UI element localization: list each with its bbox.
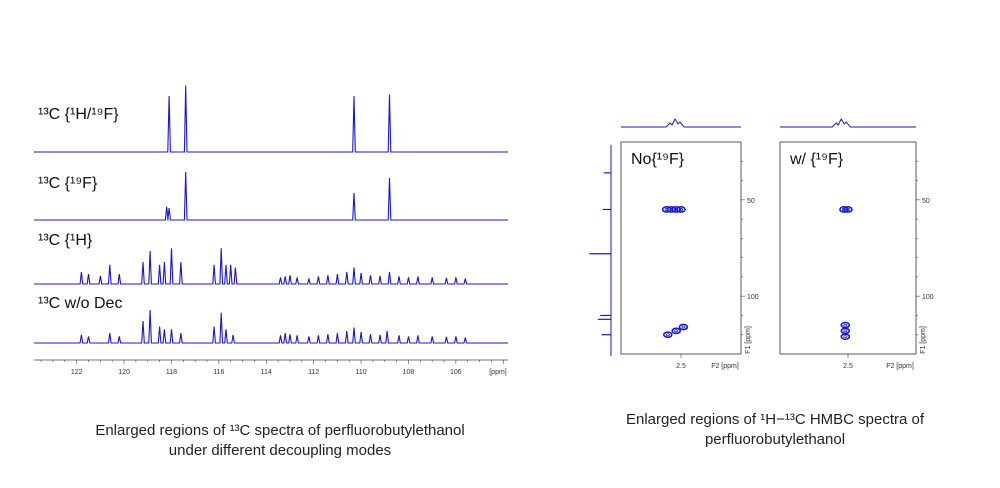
spectrum-label: ¹³C {¹⁹F} (38, 175, 98, 192)
right-caption: Enlarged regions of ¹H−¹³C HMBC spectra … (560, 410, 990, 450)
f1-axis-label: F1 [ppm] (745, 326, 752, 354)
f2-projection (621, 117, 741, 128)
x-tick-label: 118 (166, 369, 177, 376)
spectrum-trace (34, 85, 508, 153)
cross-peak-inner (841, 208, 846, 211)
carbon-spectra-panel: ¹³C {¹H/¹⁹F} ¹³C {¹⁹F} ¹³C {¹H} ¹³C w/o Dec (34, 85, 508, 344)
cross-peak-inner (674, 329, 679, 333)
cross-peak (840, 321, 851, 329)
f1-tick-label: 100 (922, 294, 934, 301)
cross-peak-inner (681, 325, 686, 329)
x-tick-label: 120 (118, 369, 130, 376)
x-tick-label: 110 (355, 369, 366, 376)
cross-peak (843, 206, 853, 213)
cross-peak-inner (843, 335, 848, 339)
f2-axis-label: F2 [ppm] (711, 363, 739, 370)
f1-tick-label: 50 (747, 198, 755, 205)
cross-peak (661, 206, 672, 213)
right-caption-line2: perfluorobutylethanol (704, 431, 846, 448)
cross-peak (662, 331, 673, 339)
panel-label: w/ {¹⁹F} (789, 151, 844, 168)
f2-axis-label: F2 [ppm] (886, 363, 914, 370)
cross-peak-inner (665, 333, 670, 337)
spectrum-trace (34, 248, 508, 285)
x-tick-label: 106 (450, 369, 462, 376)
hmbc-panel: 50 100 F1 [ppm] 2.5 F2 [ppm] w/ {¹⁹F} (779, 117, 934, 370)
cross-peak (671, 206, 682, 213)
cross-peak (840, 333, 851, 341)
cross-peak (666, 206, 677, 213)
f1-tick-label: 50 (922, 198, 930, 205)
cross-peak (840, 327, 851, 335)
left-caption-line1: Enlarged regions of ¹³C spectra of perfl… (95, 422, 465, 439)
cross-peak-inner (664, 208, 669, 211)
left-caption: Enlarged regions of ¹³C spectra of perfl… (20, 421, 540, 461)
f1-tick-label: 100 (747, 294, 759, 301)
cross-peak-inner (843, 329, 848, 333)
f2-tick-label: 2.5 (843, 363, 853, 370)
left-caption-line2: under different decoupling modes (168, 442, 392, 459)
cross-peak (678, 323, 689, 331)
spectrum-label: ¹³C {¹H} (38, 232, 93, 249)
x-tick-label: 108 (403, 369, 415, 376)
f2-tick-label: 2.5 (676, 363, 686, 370)
spectrum-trace (34, 309, 508, 344)
cross-peak-inner (843, 323, 848, 327)
ppm-axis: 122 120 118 116 114 112 110 108 106 [ppm] (34, 359, 508, 376)
cross-peak (676, 206, 686, 213)
x-tick-label: 122 (71, 369, 83, 376)
cross-peak (839, 206, 849, 213)
spectrum-label: ¹³C {¹H/¹⁹F} (38, 106, 119, 123)
hmbc-panels: 50 100 F1 [ppm] 2.5 F2 [ppm] No{¹⁹F} 50 100 F1 [… (589, 117, 934, 370)
x-tick-label: 114 (261, 369, 272, 376)
spectrum-label: ¹³C w/o Dec (38, 295, 122, 312)
hmbc-panel: 50 100 F1 [ppm] 2.5 F2 [ppm] No{¹⁹F} (589, 117, 759, 370)
spectrum-trace (34, 171, 508, 221)
plot-frame (620, 141, 742, 355)
x-tick-label: 116 (213, 369, 224, 376)
f2-projection (780, 117, 916, 128)
panel-label: No{¹⁹F} (631, 151, 685, 168)
x-axis-unit: [ppm] (489, 369, 507, 376)
right-caption-line1: Enlarged regions of ¹H−¹³C HMBC spectra … (625, 411, 925, 428)
cross-peak (671, 327, 682, 335)
f1-axis-label: F1 [ppm] (920, 326, 927, 354)
x-tick-label: 112 (308, 369, 319, 376)
